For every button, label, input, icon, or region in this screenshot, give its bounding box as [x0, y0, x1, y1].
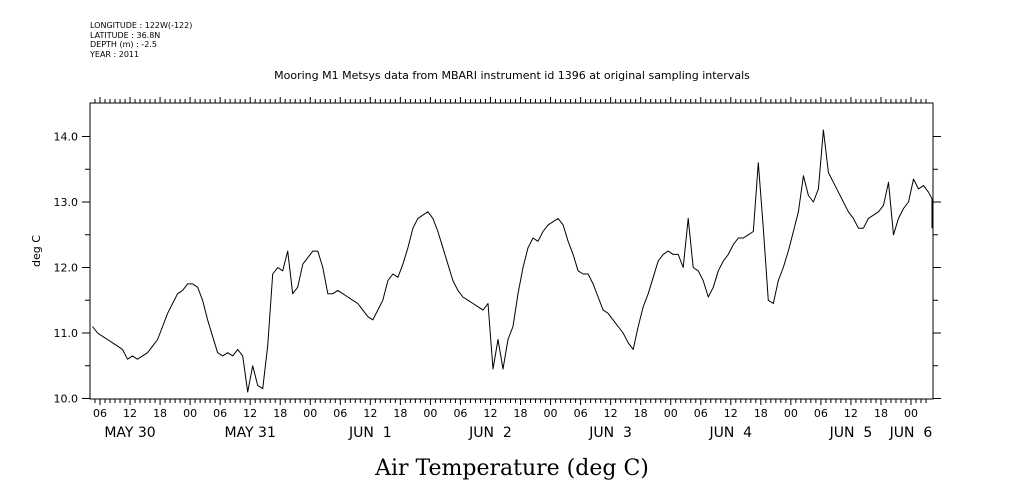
x-axis: 06 12 18 00 06 12 18 00 06 12 18 00 06 12 18 00 06 12 18 00…: [93, 407, 932, 441]
x-hour-tick-label: 00: [904, 407, 918, 420]
x-hour-tick-label: 18: [393, 407, 407, 420]
x-day-label: JUN 4: [708, 425, 752, 441]
x-day-label: JUN 2: [468, 425, 512, 441]
x-hour-tick-label: 06: [814, 407, 828, 420]
latitude-text: LATITUDE : 36.8N: [90, 30, 161, 40]
chart-caption: Air Temperature (deg C): [374, 456, 649, 481]
y-tick-label: 14.0: [54, 131, 79, 144]
y-axis: 10.0 11.0 12.0 13.0 14.0: [54, 131, 941, 406]
x-hour-tick-label: 12: [483, 407, 497, 420]
minor-tick-group-bottom: [94, 399, 927, 405]
x-hour-tick-label: 12: [243, 407, 257, 420]
x-hour-tick-label: 18: [514, 407, 528, 420]
y-tick-label: 11.0: [54, 327, 79, 340]
plot-frame: [89, 102, 934, 400]
y-tick-label: 13.0: [54, 196, 79, 209]
x-hour-tick-label: 06: [93, 407, 107, 420]
metadata-block: LONGITUDE : 122W(-122) LATITUDE : 36.8N …: [90, 21, 192, 59]
x-hour-tick-label: 12: [844, 407, 858, 420]
y-tick-label: 10.0: [54, 393, 79, 406]
longitude-text: LONGITUDE : 122W(-122): [90, 21, 193, 30]
x-hour-tick-label: 12: [724, 407, 738, 420]
x-hour-tick-label: 00: [784, 407, 798, 420]
x-hour-tick-label: 18: [273, 407, 287, 420]
x-hour-tick-label: 12: [363, 407, 377, 420]
series-layer: [92, 129, 933, 393]
x-hour-tick-label: 18: [754, 407, 768, 420]
x-hour-tick-label: 00: [544, 407, 558, 420]
chart-title: Mooring M1 Metsys data from MBARI instru…: [274, 69, 750, 82]
x-hour-tick-label: 06: [453, 407, 467, 420]
x-day-label: JUN 6: [889, 425, 933, 441]
air-temperature-series-line: [92, 129, 933, 393]
x-day-label: MAY 31: [224, 425, 275, 441]
x-day-label: JUN 3: [588, 425, 632, 441]
x-hour-tick-label: 00: [664, 407, 678, 420]
x-day-label: JUN 5: [829, 425, 873, 441]
x-hour-tick-label: 06: [574, 407, 588, 420]
x-hour-tick-label: 12: [604, 407, 618, 420]
x-hour-tick-label: 00: [183, 407, 197, 420]
year-text: YEAR : 2011: [90, 49, 140, 59]
x-hour-tick-label: 06: [213, 407, 227, 420]
x-day-label: JUN 1: [348, 425, 392, 441]
x-hour-tick-label: 18: [874, 407, 888, 420]
y-axis-label: deg C: [30, 235, 43, 267]
x-hour-tick-label: 06: [694, 407, 708, 420]
x-hour-tick-label: 12: [123, 407, 137, 420]
y-tick-label: 12.0: [54, 262, 79, 275]
depth-text: DEPTH (m) : -2.5: [90, 40, 157, 49]
x-hour-tick-label: 18: [634, 407, 648, 420]
x-hour-tick-label: 06: [333, 407, 347, 420]
x-day-label: MAY 30: [104, 425, 155, 441]
x-hour-tick-label: 00: [423, 407, 437, 420]
plot-border: [89, 102, 934, 400]
x-hour-tick-label: 00: [303, 407, 317, 420]
x-hour-tick-label: 18: [153, 407, 167, 420]
minor-tick-group-top: [94, 97, 927, 103]
